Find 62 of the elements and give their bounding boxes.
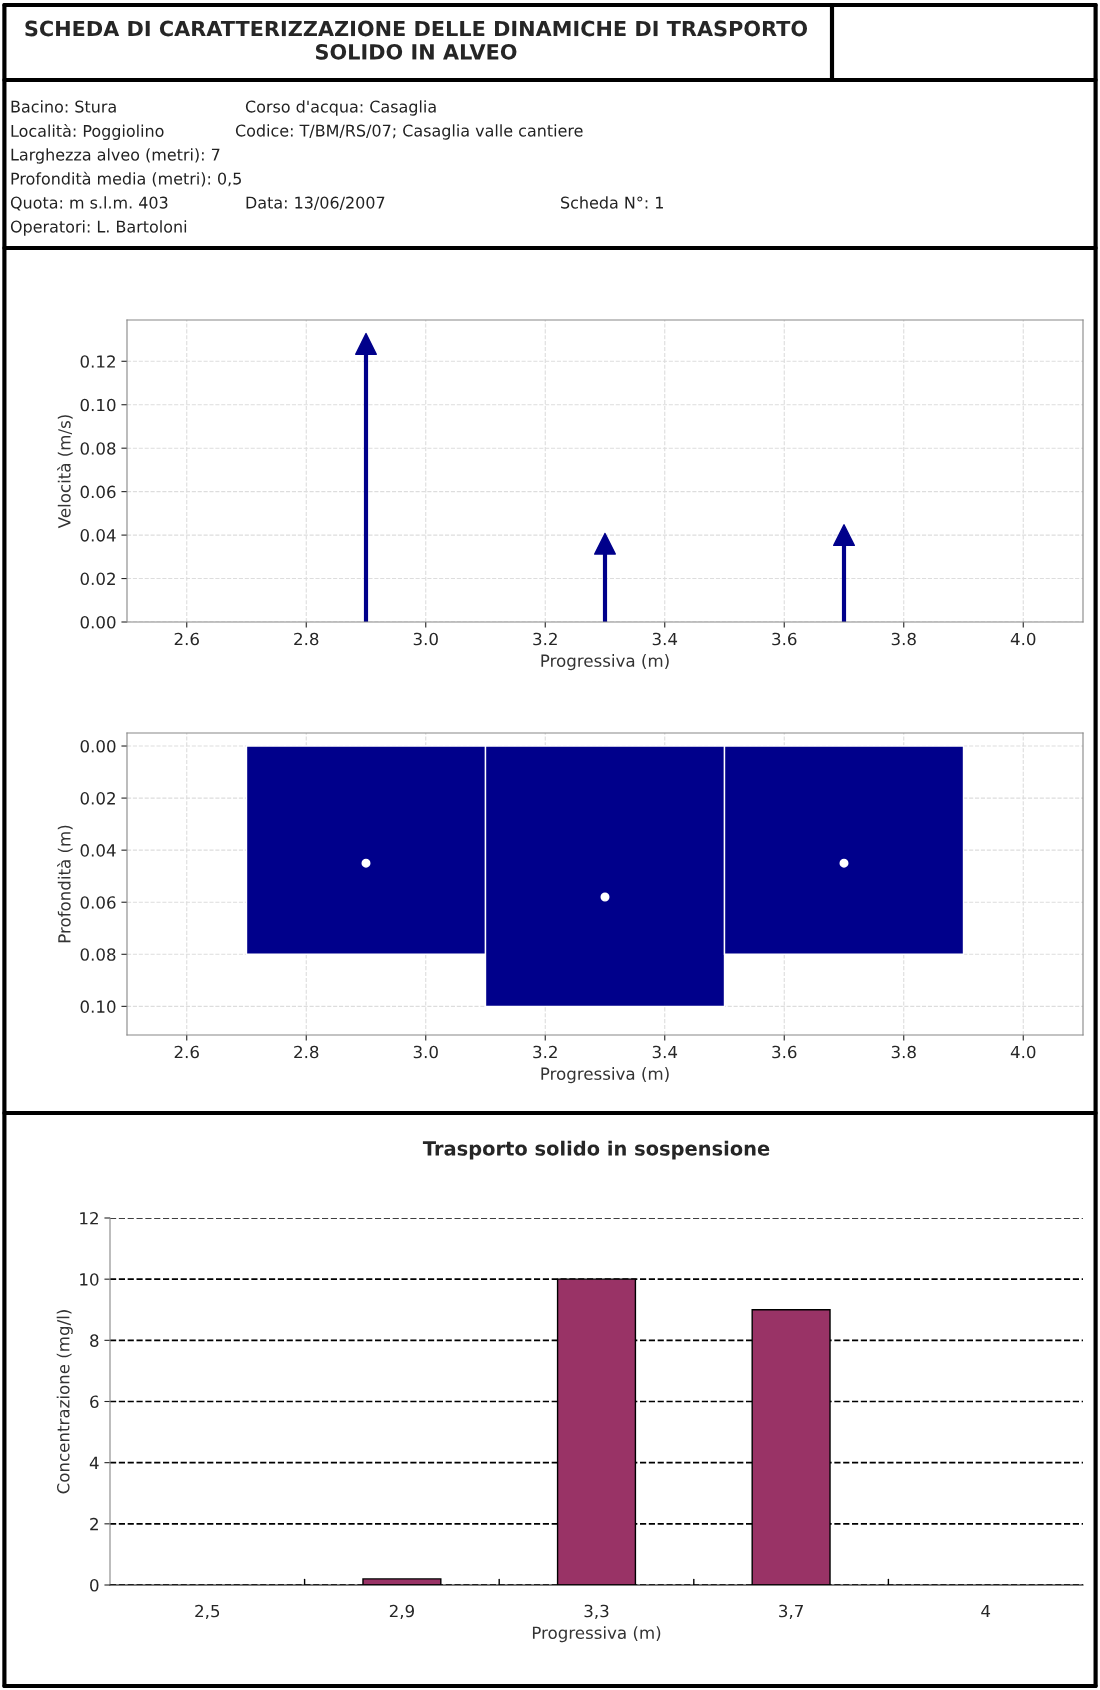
text: SCHEDA DI CARATTERIZZAZIONE DELLE DINAMICHE DI TRASPORTO SOLIDO IN ALVEO xyxy=(25,20,808,60)
x-tick-label: 3.6 xyxy=(772,1045,797,1059)
y-tick-label: 10 xyxy=(80,1273,99,1286)
y-tick-label: 0.00 xyxy=(80,615,116,629)
x-tick-label: 4 xyxy=(981,1604,991,1618)
text: Località: Poggiolino xyxy=(11,123,164,141)
text: Codice: T/BM/RS/07; Casaglia valle cantiere xyxy=(235,124,583,140)
x-tick-label: 2,5 xyxy=(195,1604,220,1620)
y-tick-label: 0.12 xyxy=(80,355,115,368)
x-tick-label: 3.2 xyxy=(533,632,557,646)
y-tick-label: 0.02 xyxy=(80,792,115,805)
y-tick-label: 0.10 xyxy=(80,398,116,412)
x-tick-label: 3.4 xyxy=(652,632,678,646)
text: Operatori: L. Bartoloni xyxy=(10,220,187,236)
y-tick-label: 0.10 xyxy=(80,1000,116,1013)
chart-title: Trasporto solido in sospensione xyxy=(422,1140,770,1160)
y-tick-label: 0.06 xyxy=(80,896,116,909)
y-tick-label: 4 xyxy=(89,1456,99,1469)
y-tick-label: 0.04 xyxy=(80,844,116,857)
y-tick-label: 12 xyxy=(80,1211,98,1225)
x-tick-label: 2.6 xyxy=(174,632,199,646)
y-tick-label: 2 xyxy=(90,1517,98,1531)
x-tick-label: 3.2 xyxy=(533,1045,557,1059)
x-axis-title: Progressiva (m) xyxy=(541,654,669,671)
x-tick-label: 2.8 xyxy=(294,632,319,646)
x-tick-label: 2.6 xyxy=(174,1045,199,1059)
y-axis-title: Velocità (m/s) xyxy=(57,415,73,529)
x-axis-title: Progressiva (m) xyxy=(532,1626,661,1643)
text: Quota: m s.l.m. 403 xyxy=(10,196,168,211)
x-tick-label: 3.0 xyxy=(413,632,438,646)
y-tick-label: 0.06 xyxy=(80,485,116,499)
point xyxy=(594,532,616,555)
y-tick-label: 0.08 xyxy=(80,948,116,961)
x-tick-label: 3.6 xyxy=(772,632,797,646)
x-tick-label: 3,7 xyxy=(779,1604,803,1620)
x-tick-label: 3.8 xyxy=(891,1045,916,1059)
y-tick-label: 0.08 xyxy=(80,442,116,455)
y-tick-label: 0.00 xyxy=(80,739,116,753)
text: Profondità media (metri): 0,5 xyxy=(11,171,241,187)
x-tick-label: 3.8 xyxy=(891,632,916,646)
text: Data: 13/06/2007 xyxy=(246,196,385,210)
y-tick-label: 6 xyxy=(90,1395,99,1409)
y-axis-title: Concentrazione (mg/l) xyxy=(56,1310,73,1494)
x-tick-label: 2,9 xyxy=(389,1604,414,1620)
x-axis-title: Progressiva (m) xyxy=(541,1067,669,1084)
text: Larghezza alveo (metri): 7 xyxy=(11,148,220,164)
x-tick-label: 4.0 xyxy=(1010,632,1036,646)
x-tick-label: 3.0 xyxy=(413,1045,438,1059)
text: Corso d'acqua: Casaglia xyxy=(245,100,436,116)
y-tick-label: 0 xyxy=(90,1578,99,1592)
text: Bacino: Stura xyxy=(11,100,116,113)
y-axis-title: Profondità (m) xyxy=(57,825,73,943)
x-tick-label: 4.0 xyxy=(1010,1045,1036,1059)
y-tick-label: 8 xyxy=(90,1334,99,1347)
point xyxy=(355,332,377,355)
y-tick-label: 0.04 xyxy=(80,529,116,542)
x-tick-label: 3.4 xyxy=(652,1045,678,1059)
text: Scheda N°: 1 xyxy=(561,196,663,209)
x-tick-label: 3,3 xyxy=(584,1604,609,1620)
x-tick-label: 2.8 xyxy=(294,1045,319,1059)
y-tick-label: 0.02 xyxy=(80,572,115,586)
point xyxy=(833,524,855,547)
